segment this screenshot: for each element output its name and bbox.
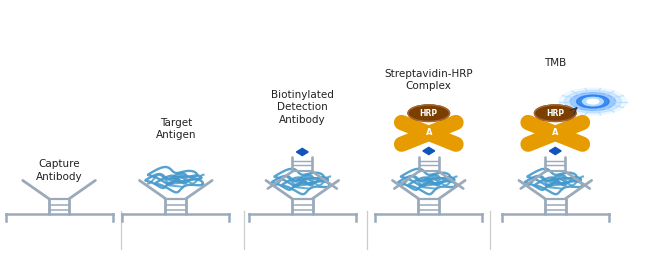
Circle shape: [534, 105, 576, 121]
Text: TMB: TMB: [544, 58, 566, 68]
Circle shape: [582, 98, 603, 106]
Circle shape: [577, 95, 609, 108]
Circle shape: [570, 93, 616, 110]
Polygon shape: [549, 147, 561, 154]
Text: Target
Antigen: Target Antigen: [155, 118, 196, 140]
Polygon shape: [423, 147, 435, 154]
Circle shape: [559, 88, 627, 115]
Text: Biotinylated
Detection
Antibody: Biotinylated Detection Antibody: [271, 90, 333, 125]
Text: A: A: [552, 128, 558, 137]
Text: Capture
Antibody: Capture Antibody: [36, 159, 83, 182]
Circle shape: [564, 90, 621, 113]
Text: HRP: HRP: [420, 109, 438, 118]
Circle shape: [408, 105, 450, 121]
Circle shape: [583, 98, 603, 106]
Text: HRP: HRP: [546, 109, 564, 118]
Polygon shape: [296, 148, 308, 155]
Circle shape: [587, 99, 599, 104]
Text: Streptavidin-HRP
Complex: Streptavidin-HRP Complex: [384, 69, 473, 91]
Text: A: A: [426, 128, 432, 137]
